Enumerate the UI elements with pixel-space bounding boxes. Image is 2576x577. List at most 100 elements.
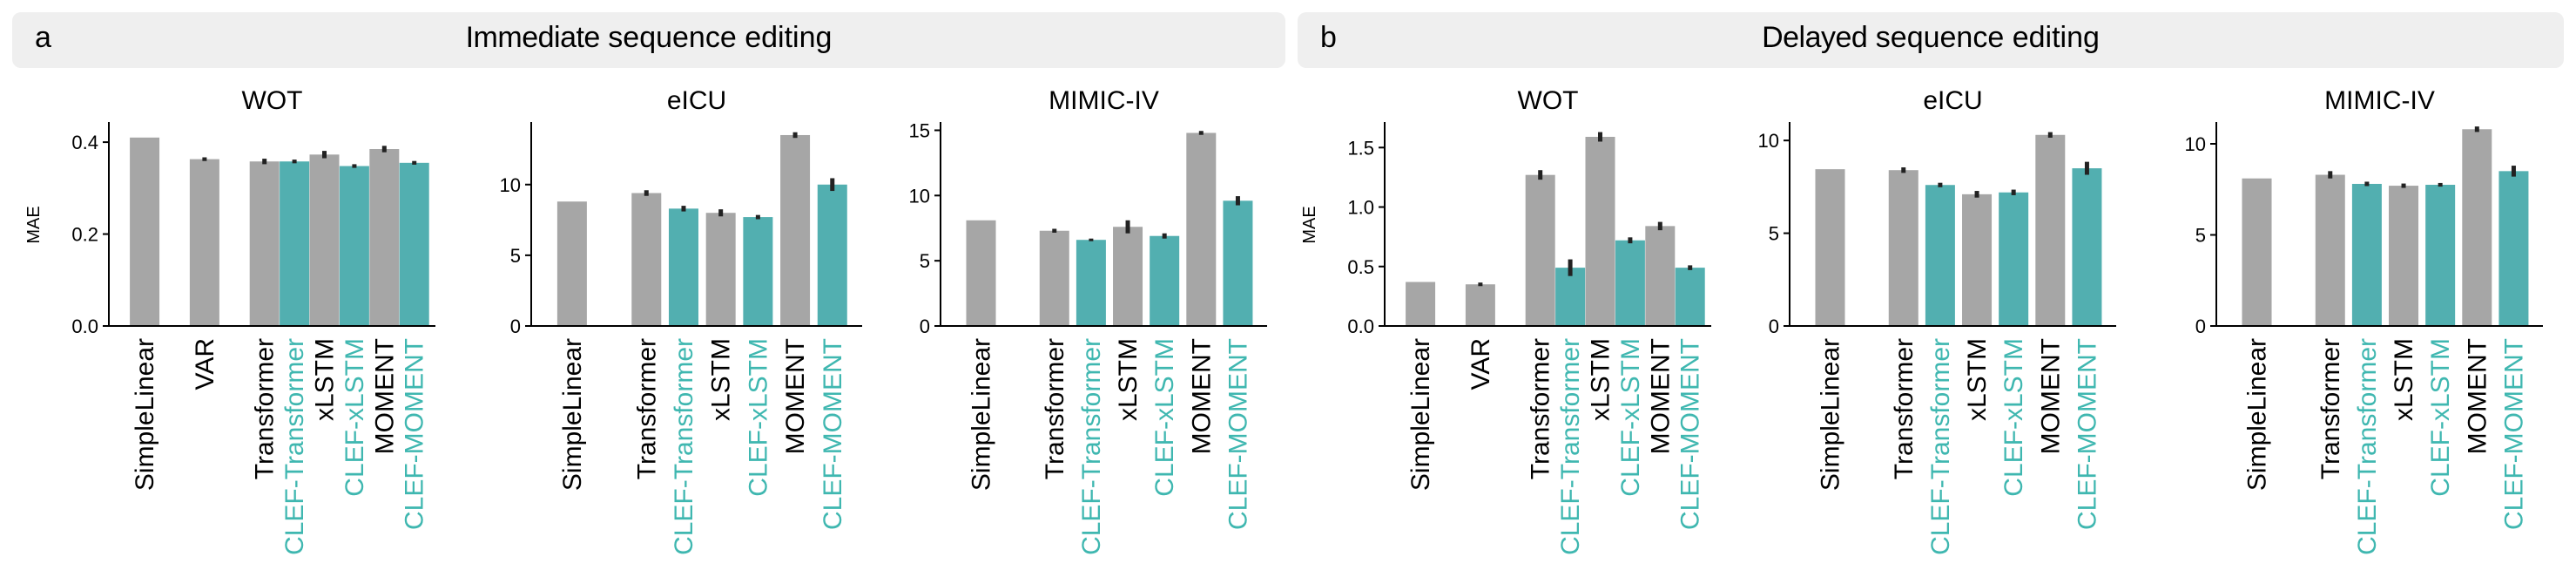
y-tick-label: 5	[2195, 224, 2206, 246]
bar-clef-transformer	[1555, 268, 1586, 326]
category-label: CLEF-MOMENT	[401, 338, 429, 530]
category-label: CLEF-MOMENT	[819, 338, 847, 530]
category-label: xLSTM	[1587, 338, 1615, 421]
bar-transformer	[1039, 230, 1069, 326]
panel-b-title: Delayed sequence editing	[1298, 21, 2564, 55]
category-label: CLEF-Transformer	[280, 338, 309, 555]
chart-4-eicu: eICU SimpleLinear Transformer CLEF-Transfor…	[1758, 86, 2116, 555]
bar-simplelinear	[1815, 169, 1845, 326]
y-tick-label: 5	[510, 245, 521, 267]
chart-title: eICU	[667, 86, 726, 115]
category-label: Transformer	[1890, 338, 1919, 479]
category-label: xLSTM	[311, 338, 340, 421]
category-label: xLSTM	[707, 338, 736, 421]
bar-clef-xlstm	[1615, 240, 1645, 326]
category-label: Transformer	[632, 338, 661, 479]
category-label: CLEF-MOMENT	[2499, 338, 2528, 530]
bar-var	[189, 159, 219, 326]
panel-a-title-emphasis: Immediate	[465, 21, 601, 54]
y-tick-label: 15	[909, 119, 930, 141]
bar-clef-transformer	[2351, 183, 2382, 326]
y-tick-label: 0.5	[1347, 256, 1374, 278]
bar-xlstm	[309, 154, 340, 326]
y-tick-label: 0.2	[71, 224, 98, 246]
bar-xlstm	[705, 213, 736, 326]
bar-clef-moment	[1223, 200, 1253, 326]
bar-clef-moment	[817, 184, 847, 326]
category-label: VAR	[191, 338, 219, 390]
y-tick-label: 0.4	[71, 132, 98, 153]
bar-moment	[1645, 226, 1676, 326]
panel-a-title: Immediate sequence editing	[12, 21, 1285, 55]
y-tick-label: 0.0	[1347, 316, 1374, 337]
bar-xlstm	[2389, 186, 2419, 326]
category-label: CLEF-Transformer	[1926, 338, 1955, 555]
bar-moment	[1186, 132, 1217, 326]
y-tick-label: 10	[909, 185, 930, 207]
bar-simplelinear	[130, 137, 160, 326]
bar-moment	[369, 149, 400, 326]
bar-xlstm	[1113, 227, 1143, 326]
y-tick-label: 10	[1758, 130, 1779, 152]
category-label: Transformer	[1041, 338, 1069, 479]
bar-xlstm	[1585, 137, 1615, 326]
bar-transformer	[631, 193, 662, 326]
panel-b-banner: b Delayed sequence editing	[1298, 12, 2564, 68]
y-tick-label: 0	[510, 316, 521, 337]
bar-clef-xlstm	[2425, 185, 2456, 326]
bar-clef-moment	[2072, 168, 2102, 326]
category-label: xLSTM	[2390, 338, 2418, 421]
bar-transformer	[1525, 174, 1555, 326]
chart-title: MIMIC-IV	[2324, 86, 2435, 115]
panel-a-banner: a Immediate sequence editing	[12, 12, 1285, 68]
category-label: xLSTM	[1114, 338, 1143, 421]
bar-clef-transformer	[668, 208, 698, 326]
bar-simplelinear	[1406, 282, 1436, 326]
category-label: CLEF-xLSTM	[1150, 338, 1179, 497]
bar-moment	[2462, 129, 2492, 326]
bar-simplelinear	[556, 201, 587, 326]
y-tick-label: 5	[1769, 223, 1779, 245]
y-tick-label: 10	[2185, 133, 2206, 155]
bar-transformer	[2315, 174, 2345, 326]
chart-title: MIMIC-IV	[1049, 86, 1159, 115]
bar-transformer	[1888, 170, 1919, 326]
category-label: CLEF-xLSTM	[1616, 338, 1645, 497]
category-label: CLEF-Transformer	[1556, 338, 1585, 555]
category-label: Transformer	[2316, 338, 2345, 479]
y-axis-label: MAE	[24, 206, 44, 243]
category-label: CLEF-Transformer	[2353, 338, 2382, 555]
chart-2-mimic-iv: MIMIC-IV SimpleLinear Transformer CLEF-Tran…	[909, 86, 1267, 555]
y-tick-label: 0	[1769, 316, 1779, 337]
category-label: MOMENT	[2036, 338, 2065, 454]
y-tick-label: 5	[920, 250, 930, 272]
category-label: SimpleLinear	[1406, 338, 1435, 491]
bar-clef-moment	[399, 162, 429, 326]
category-label: CLEF-xLSTM	[2426, 338, 2455, 497]
bar-moment	[780, 134, 811, 326]
category-label: CLEF-MOMENT	[1676, 338, 1705, 530]
bar-xlstm	[1962, 193, 1993, 326]
bar-clef-xlstm	[743, 217, 773, 326]
y-tick-label: 1.5	[1347, 137, 1374, 159]
panel-b-letter: b	[1320, 21, 1337, 54]
chart-1-eicu: eICU SimpleLinear Transformer CLEF-Transfor…	[500, 86, 862, 555]
category-label: CLEF-xLSTM	[744, 338, 772, 497]
y-tick-label: 0	[2195, 316, 2206, 337]
bar-transformer	[249, 161, 280, 326]
chart-0-wot: WOT MAE SimpleLinear VAR Transformer CLEF-Tra…	[24, 86, 435, 555]
category-label: SimpleLinear	[967, 338, 995, 491]
bar-clef-moment	[1675, 268, 1705, 326]
category-label: CLEF-xLSTM	[341, 338, 369, 497]
category-label: MOMENT	[1646, 338, 1675, 454]
chart-3-wot: WOT MAE SimpleLinear VAR Transformer CLEF-Tra…	[1300, 86, 1711, 555]
y-tick-label: 0.0	[71, 316, 98, 337]
category-label: SimpleLinear	[131, 338, 159, 491]
panel-b-title-rest: sequence editing	[1867, 21, 2100, 54]
category-label: MOMENT	[1187, 338, 1216, 454]
y-tick-label: 1.0	[1347, 197, 1374, 219]
category-label: SimpleLinear	[1816, 338, 1844, 491]
y-tick-label: 10	[500, 174, 521, 196]
bar-var	[1465, 284, 1495, 326]
bar-clef-transformer	[280, 161, 310, 326]
